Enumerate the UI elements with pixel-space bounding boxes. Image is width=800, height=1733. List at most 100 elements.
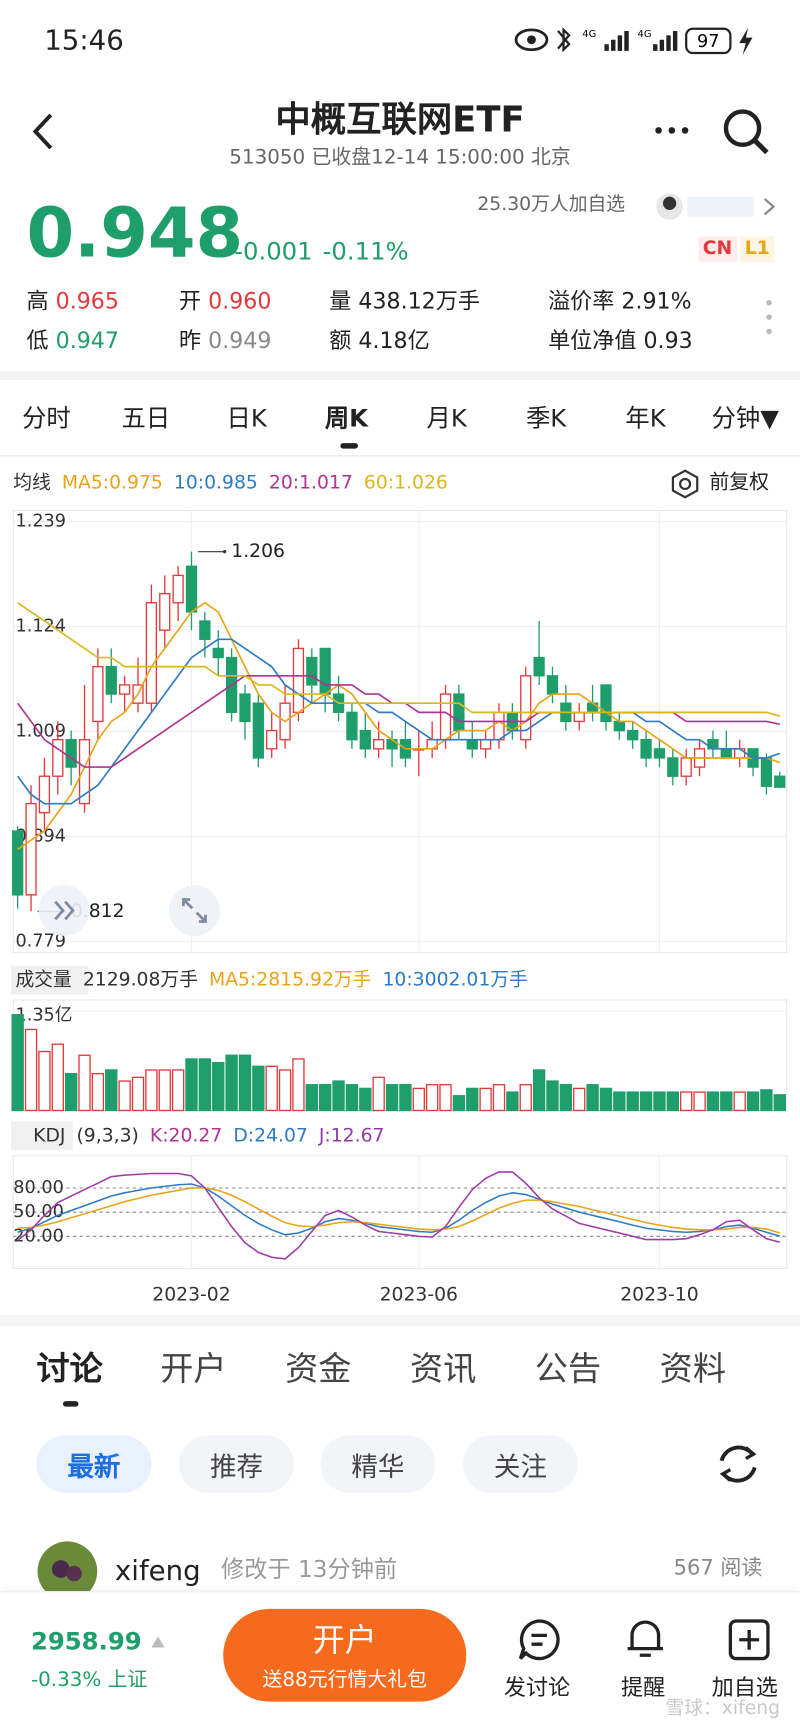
candle-body — [52, 739, 64, 777]
icon-alert[interactable] — [623, 1615, 667, 1661]
legend-item: 均线 — [13, 471, 51, 493]
subtitle: 513050 已收盘12-14 15:00:00 北京 — [229, 145, 571, 170]
volume-bar — [506, 1091, 519, 1112]
action-label[interactable]: 提醒 — [620, 1674, 666, 1701]
back-button[interactable] — [27, 110, 60, 154]
filter[interactable]: 关注 — [462, 1435, 578, 1493]
volume-bar — [78, 1054, 91, 1112]
y-tick-label: 50.00 — [13, 1202, 64, 1222]
legend-item: 成交量 — [15, 969, 71, 991]
candle-body — [346, 711, 358, 741]
candle-body — [600, 684, 612, 723]
volume-bar — [466, 1087, 479, 1112]
candle-body — [266, 729, 278, 750]
filter[interactable]: 精华 — [320, 1435, 436, 1493]
section-tab[interactable]: 公告 — [534, 1350, 602, 1389]
candle-body — [359, 729, 371, 750]
adjust-icon[interactable] — [670, 469, 701, 500]
stat-value: 438.12万手 — [358, 287, 480, 314]
change-pct: -0.11% — [322, 238, 409, 267]
legend-item: 2129.08万手 — [83, 969, 198, 991]
period-tab[interactable]: 分时 — [22, 405, 71, 434]
refresh-button[interactable] — [713, 1439, 764, 1490]
candle-body — [119, 684, 131, 695]
volume-bar — [479, 1087, 492, 1112]
candle-body — [520, 675, 532, 741]
annotation-dot — [222, 550, 227, 554]
section-tab[interactable]: 资讯 — [409, 1350, 477, 1389]
collapse-button[interactable] — [38, 884, 91, 937]
period-tab[interactable]: 季K — [525, 405, 567, 434]
tab-indicator — [340, 443, 359, 449]
candle-body — [306, 656, 318, 686]
volume-bar — [439, 1084, 452, 1112]
candle-body — [185, 565, 198, 613]
post-time: 修改于 13分钟前 — [220, 1555, 398, 1583]
stat-value: 0.947 — [55, 327, 119, 354]
filter[interactable]: 推荐 — [179, 1435, 294, 1493]
y-tick-label: 1.239 — [15, 512, 66, 532]
badge: CN — [698, 236, 737, 262]
section-tab-active[interactable]: 讨论 — [36, 1350, 103, 1389]
icon-discuss[interactable] — [517, 1618, 561, 1662]
expand-dots[interactable] — [762, 298, 775, 338]
index-value[interactable]: 2958.99 — [30, 1628, 142, 1657]
volume-bar — [185, 1058, 198, 1112]
volume-bar — [158, 1069, 171, 1112]
search-button[interactable] — [720, 106, 771, 157]
index-arrow — [151, 1636, 165, 1648]
index-change[interactable]: -0.33% 上证 — [30, 1668, 148, 1692]
candle-body — [774, 775, 786, 788]
y-tick-label: 1.009 — [15, 721, 66, 741]
post-reads: 567 阅读 — [673, 1555, 763, 1581]
adjust-label[interactable]: 前复权 — [709, 470, 770, 494]
volume-bar — [91, 1072, 105, 1112]
volume-bar — [265, 1065, 278, 1112]
cta-button[interactable] — [223, 1608, 467, 1702]
period-tab[interactable]: 年K — [625, 405, 666, 434]
candle-body — [653, 748, 666, 759]
svg-text:4G: 4G — [582, 29, 596, 40]
volume-bar — [519, 1084, 532, 1112]
period-tab[interactable]: 月K — [426, 405, 467, 434]
period-tab[interactable]: 日K — [226, 405, 267, 434]
period-tab[interactable]: 五日 — [121, 405, 171, 434]
stat-value: 4.18亿 — [358, 327, 430, 354]
cta-sub[interactable]: 送88元行情大礼包 — [262, 1668, 428, 1692]
volume-bar — [11, 1014, 24, 1112]
badge: L1 — [740, 236, 775, 262]
more-button[interactable] — [652, 119, 696, 141]
section-tab[interactable]: 开户 — [160, 1350, 227, 1389]
volume-bar — [212, 1061, 225, 1112]
period-tab-active[interactable]: 周K — [324, 405, 369, 434]
period-tab[interactable]: 分钟▼ — [711, 405, 779, 434]
candle-body — [493, 711, 505, 741]
legend-item: MA5:0.975 — [62, 472, 163, 493]
volume-bar — [64, 1072, 78, 1112]
fullscreen-button[interactable] — [168, 884, 221, 937]
candle-body — [12, 830, 24, 896]
icon-add[interactable] — [727, 1618, 771, 1662]
cta-label[interactable]: 开户 — [312, 1620, 377, 1659]
volume-bar — [105, 1069, 118, 1112]
filter-active[interactable]: 最新 — [36, 1435, 152, 1493]
section-tab[interactable]: 资金 — [285, 1350, 352, 1389]
stat: 低 0.947 — [27, 329, 119, 351]
volume-bar — [613, 1091, 626, 1112]
kdj-line — [17, 1183, 780, 1237]
stat: 额 4.18亿 — [329, 329, 429, 351]
divider — [0, 455, 800, 457]
volume-bar — [666, 1091, 680, 1112]
stat: 开 0.960 — [179, 290, 271, 312]
action-label[interactable]: 发讨论 — [503, 1674, 571, 1701]
candle-body — [239, 693, 251, 723]
candle-body — [105, 666, 117, 695]
candle-body — [292, 647, 305, 713]
avatar[interactable] — [36, 1540, 98, 1602]
candle-body — [760, 757, 773, 787]
section-tab[interactable]: 资料 — [659, 1350, 726, 1389]
watermark: 雪球：xifeng — [665, 1697, 781, 1720]
action-label[interactable]: 加自选 — [711, 1674, 778, 1701]
kdj-line — [17, 1171, 780, 1260]
post-author[interactable]: xifeng — [114, 1554, 201, 1587]
